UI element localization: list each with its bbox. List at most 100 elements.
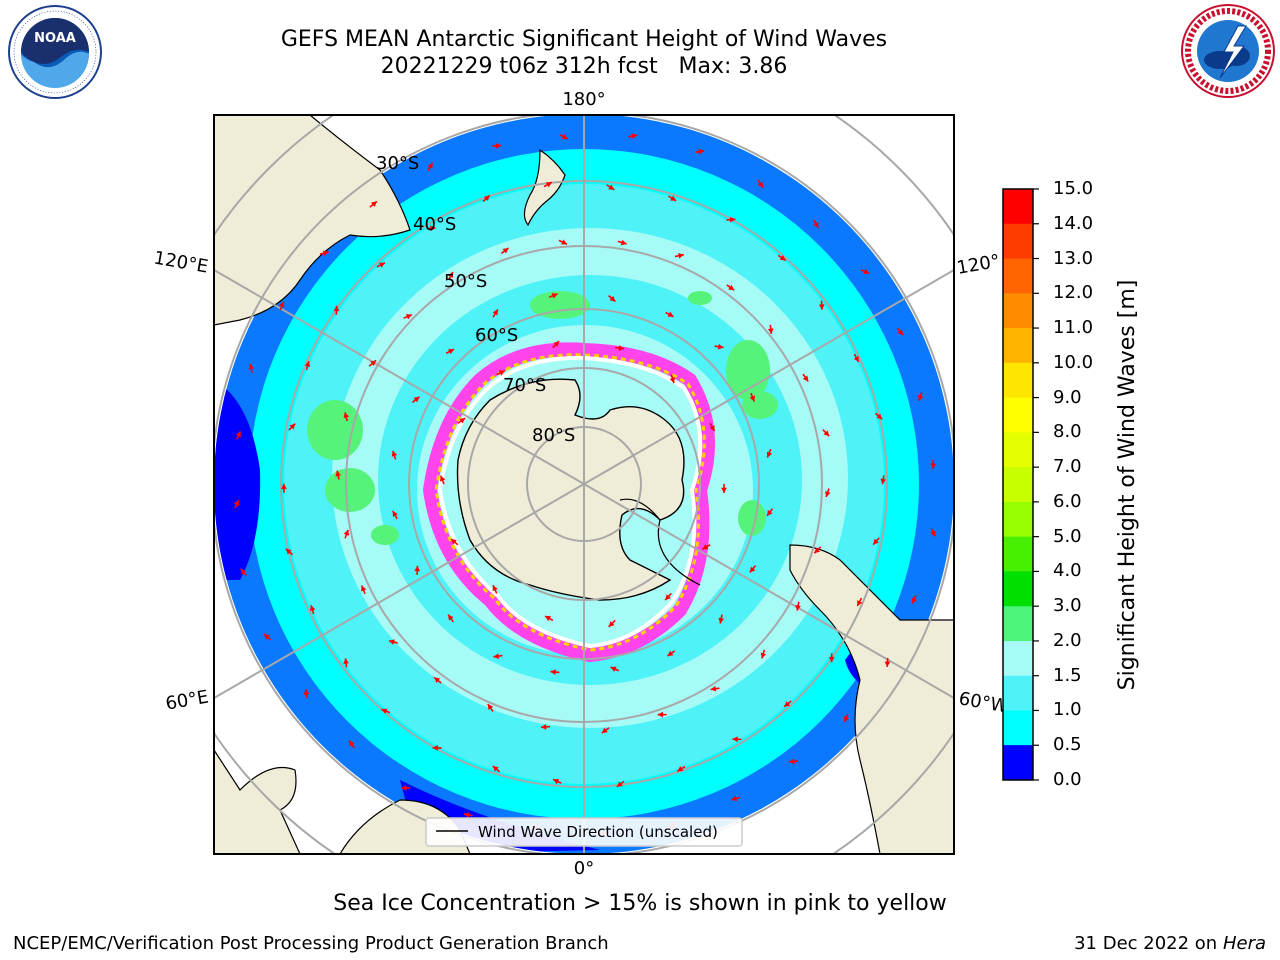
colorbar-segment bbox=[1003, 710, 1033, 746]
wave-direction-arrow-head bbox=[414, 565, 421, 572]
wave-direction-arrow-head bbox=[721, 487, 727, 493]
colorbar-segment bbox=[1003, 189, 1033, 225]
wave-direction-arrow-head bbox=[388, 639, 395, 645]
wave-direction-arrow-head bbox=[667, 311, 674, 317]
colorbar-segment bbox=[1003, 536, 1033, 572]
wave-direction-arrow-head bbox=[601, 727, 608, 734]
wave-direction-arrow-head bbox=[876, 413, 883, 420]
wave-direction-arrow-head bbox=[360, 585, 367, 592]
wave-direction-arrow-head bbox=[609, 295, 616, 302]
wave-direction-arrow-head bbox=[897, 329, 903, 336]
footer-machine: Hera bbox=[1222, 933, 1266, 954]
wave-direction-arrow-head bbox=[802, 375, 809, 382]
colorbar-tick-label: 8.0 bbox=[1053, 421, 1082, 443]
colorbar-tick-label: 15.0 bbox=[1053, 178, 1094, 199]
wave-direction-arrow-head bbox=[459, 418, 466, 424]
wave-direction-arrow-head bbox=[405, 314, 412, 320]
legend-label: Wind Wave Direction (unscaled) bbox=[478, 823, 718, 841]
wave-direction-arrow-head bbox=[553, 341, 560, 347]
wave-direction-arrow-head bbox=[430, 225, 436, 232]
wave-direction-arrow-head bbox=[498, 370, 505, 376]
wave-direction-arrow-head bbox=[502, 247, 509, 254]
colorbar-segment bbox=[1003, 432, 1033, 468]
wave-3-4m-patch bbox=[371, 525, 399, 545]
wave-direction-arrow-head bbox=[631, 133, 638, 139]
wave-direction-arrow-head bbox=[427, 162, 433, 169]
lat-label-30s: 30°S bbox=[376, 153, 419, 174]
lat-label-70s: 70°S bbox=[503, 375, 546, 396]
colorbar-segment bbox=[1003, 328, 1033, 364]
wave-direction-arrow-head bbox=[814, 547, 821, 554]
wave-direction-arrow-head bbox=[884, 661, 891, 667]
wave-direction-arrow-head bbox=[620, 239, 627, 246]
colorbar-tick-label: 1.0 bbox=[1053, 699, 1082, 721]
lat-label-80s: 80°S bbox=[532, 425, 575, 446]
wave-direction-arrow-head bbox=[784, 701, 791, 707]
noaa-logo-text: NOAA bbox=[34, 31, 76, 46]
colorbar-tick-label: 7.0 bbox=[1053, 456, 1082, 478]
wave-direction-arrow-head bbox=[545, 182, 552, 188]
wave-direction-arrow-head bbox=[608, 621, 615, 627]
wave-direction-arrow-head bbox=[335, 470, 342, 477]
wave-3-4m-patch bbox=[738, 500, 766, 536]
footer-date: 31 Dec 2022 on Hera bbox=[1074, 933, 1266, 954]
wave-direction-arrow-head bbox=[370, 360, 377, 366]
wave-direction-arrow-head bbox=[303, 689, 310, 695]
colorbar-tick-label: 9.0 bbox=[1053, 386, 1082, 408]
wave-direction-arrow-head bbox=[551, 293, 558, 299]
wave-direction-arrow-head bbox=[709, 425, 715, 432]
wave-direction-arrow-head bbox=[495, 143, 502, 149]
wave-direction-arrow-head bbox=[349, 740, 355, 747]
graticule bbox=[214, 115, 954, 854]
new-zealand-landmass bbox=[523, 148, 566, 227]
colorbar-title: Significant Height of Wind Waves [m] bbox=[1115, 279, 1140, 691]
wave-direction-arrow-head bbox=[289, 423, 296, 430]
wave-direction-arrow-head bbox=[698, 148, 705, 155]
wave-direction-arrow-head bbox=[248, 363, 255, 370]
wave-3-4m-patch bbox=[325, 468, 375, 512]
wave-direction-arrow-head bbox=[392, 510, 398, 517]
wave-direction-arrow-head bbox=[616, 781, 623, 787]
wave-direction-arrow-head bbox=[401, 785, 407, 791]
wave-direction-arrow-head bbox=[448, 614, 454, 621]
wave-direction-arrow-head bbox=[381, 708, 388, 714]
colorbar-segment bbox=[1003, 606, 1033, 642]
colorbar-tick-label: 6.0 bbox=[1053, 490, 1082, 512]
lon-label-180: 180° bbox=[562, 89, 605, 110]
wave-direction-arrow-head bbox=[487, 704, 494, 711]
wave-direction-arrow-head bbox=[550, 669, 556, 675]
wave-direction-arrow-head bbox=[677, 766, 684, 772]
chart-subtitle: 20221229 t06z 312h fcst Max: 3.86 bbox=[380, 54, 788, 79]
colorbar-tick-label: 0.5 bbox=[1053, 734, 1082, 756]
wave-direction-arrow-head bbox=[608, 184, 615, 190]
wave-direction-arrow-head bbox=[795, 604, 801, 611]
colorbar-segment bbox=[1003, 362, 1033, 399]
wave-direction-arrow-head bbox=[767, 328, 774, 334]
wave-direction-arrow-head bbox=[450, 538, 457, 545]
wave-direction-arrow-head bbox=[463, 812, 470, 818]
wave-direction-arrow-head bbox=[857, 600, 863, 607]
colorbar-segment bbox=[1003, 675, 1033, 711]
lat-label-50s: 50°S bbox=[444, 271, 487, 292]
wave-direction-arrow-head bbox=[541, 724, 547, 730]
colorbar-tick-label: 1.5 bbox=[1053, 664, 1082, 686]
colorbar-tick-label: 13.0 bbox=[1053, 247, 1094, 269]
wave-direction-arrow-head bbox=[610, 666, 617, 672]
lon-label-60e: 60°E bbox=[164, 686, 210, 714]
wave-direction-arrow-head bbox=[492, 765, 499, 772]
wave-3-4m-patch bbox=[726, 340, 770, 400]
wave-3-4m-patch bbox=[688, 291, 712, 305]
wave-direction-arrow-head bbox=[749, 395, 755, 402]
wave-direction-arrow-head bbox=[718, 617, 725, 624]
footer-branch: NCEP/EMC/Verification Post Processing Pr… bbox=[13, 933, 609, 954]
colorbar-segment bbox=[1003, 640, 1033, 677]
wave-direction-arrow-head bbox=[561, 239, 568, 245]
wave-direction-arrow-head bbox=[309, 605, 316, 612]
wave-direction-arrow-head bbox=[789, 758, 795, 765]
wave-3-4m-patch bbox=[530, 291, 590, 319]
wave-direction-arrow-head bbox=[779, 255, 786, 261]
wave-direction-arrow-head bbox=[823, 430, 830, 437]
map-legend: Wind Wave Direction (unscaled) bbox=[425, 817, 743, 847]
sea-ice-note: Sea Ice Concentration > 15% is shown in … bbox=[333, 891, 947, 916]
colorbar-segment bbox=[1003, 467, 1033, 503]
